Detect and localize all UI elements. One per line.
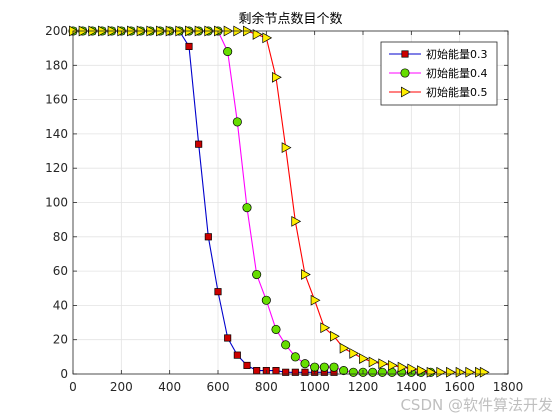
data-point-triangle	[339, 342, 350, 354]
data-point-circle	[329, 362, 339, 372]
data-point-triangle	[262, 32, 273, 44]
legend-label: 初始能量0.5	[426, 85, 488, 99]
data-point-square	[243, 361, 251, 369]
x-tick-label: 600	[207, 380, 230, 394]
x-tick-label: 1200	[348, 380, 379, 394]
data-point-circle	[400, 68, 410, 78]
data-point-circle	[242, 203, 252, 213]
data-point-triangle	[388, 360, 398, 371]
data-point-triangle	[417, 365, 427, 376]
data-point-square	[214, 288, 222, 296]
data-point-triangle	[349, 348, 360, 359]
data-point-square	[195, 140, 203, 148]
data-point-triangle	[436, 366, 447, 378]
legend: 初始能量0.3 初始能量0.4 初始能量0.5	[380, 41, 498, 106]
data-point-circle	[232, 117, 242, 127]
y-tick-label: 200	[45, 24, 68, 38]
data-point-circle	[319, 362, 329, 372]
axis-ticks: 0 200 400 600 800 1000 1200 1400 1600 1800 0 20 40 60…	[45, 24, 523, 394]
y-tick-label: 20	[53, 333, 68, 347]
x-tick-label: 1600	[444, 380, 475, 394]
data-point-triangle	[252, 29, 263, 40]
data-point-circle	[281, 340, 291, 350]
x-tick-label: 1800	[493, 380, 524, 394]
data-point-triangle	[465, 366, 476, 378]
grid	[72, 30, 509, 375]
x-tick-label: 0	[69, 380, 77, 394]
data-point-triangle	[479, 366, 490, 378]
y-tick-label: 80	[53, 230, 68, 244]
legend-label: 初始能量0.3	[426, 47, 488, 61]
data-point-circle	[290, 352, 300, 362]
y-tick-label: 100	[45, 196, 68, 210]
data-point-circle	[271, 324, 281, 334]
data-point-triangle	[281, 142, 292, 154]
watermark-text: CSDN @软件算法开发	[400, 396, 553, 414]
data-point-triangle	[310, 294, 321, 306]
data-point-square	[204, 233, 212, 241]
data-point-triangle	[455, 366, 466, 378]
data-point-triangle	[301, 269, 311, 280]
data-point-circle	[261, 295, 271, 305]
x-tick-label: 1000	[299, 380, 330, 394]
x-tick-label: 400	[158, 380, 181, 394]
data-point-square	[291, 368, 299, 376]
data-point-triangle	[446, 366, 456, 378]
data-point-circle	[339, 366, 349, 376]
data-point-square	[253, 367, 261, 375]
data-point-triangle	[368, 356, 379, 368]
legend-label: 初始能量0.4	[426, 66, 488, 80]
data-point-triangle	[378, 358, 389, 370]
data-point-square	[301, 368, 309, 376]
data-point-circle	[300, 359, 310, 369]
data-point-triangle	[475, 366, 485, 378]
data-point-square	[185, 42, 193, 50]
data-point-circle	[223, 47, 233, 57]
data-point-triangle	[397, 361, 408, 373]
data-point-triangle	[401, 86, 411, 98]
x-tick-label: 800	[255, 380, 278, 394]
data-point-circle	[348, 367, 358, 377]
data-point-triangle	[272, 71, 282, 83]
data-point-circle	[368, 367, 378, 377]
y-tick-label: 140	[45, 127, 68, 141]
data-point-triangle	[426, 366, 437, 378]
y-tick-label: 180	[45, 58, 68, 72]
data-point-square	[233, 351, 241, 359]
x-tick-label: 1400	[396, 380, 427, 394]
y-tick-label: 40	[53, 298, 68, 312]
y-tick-label: 0	[60, 367, 68, 381]
data-point-triangle	[407, 363, 418, 375]
data-point-square	[401, 50, 409, 58]
data-point-square	[272, 367, 280, 375]
y-tick-label: 120	[45, 161, 68, 175]
x-tick-label: 200	[110, 380, 133, 394]
y-tick-label: 160	[45, 93, 68, 107]
data-point-square	[224, 334, 232, 342]
chart-title: 剩余节点数目个数	[238, 11, 342, 27]
data-point-triangle	[359, 353, 369, 364]
data-point-square	[282, 368, 290, 376]
data-point-circle	[252, 269, 262, 280]
y-tick-label: 60	[53, 264, 68, 278]
data-point-triangle	[291, 215, 302, 227]
data-point-triangle	[330, 330, 340, 342]
data-point-triangle	[320, 322, 331, 334]
data-point-circle	[377, 367, 387, 377]
